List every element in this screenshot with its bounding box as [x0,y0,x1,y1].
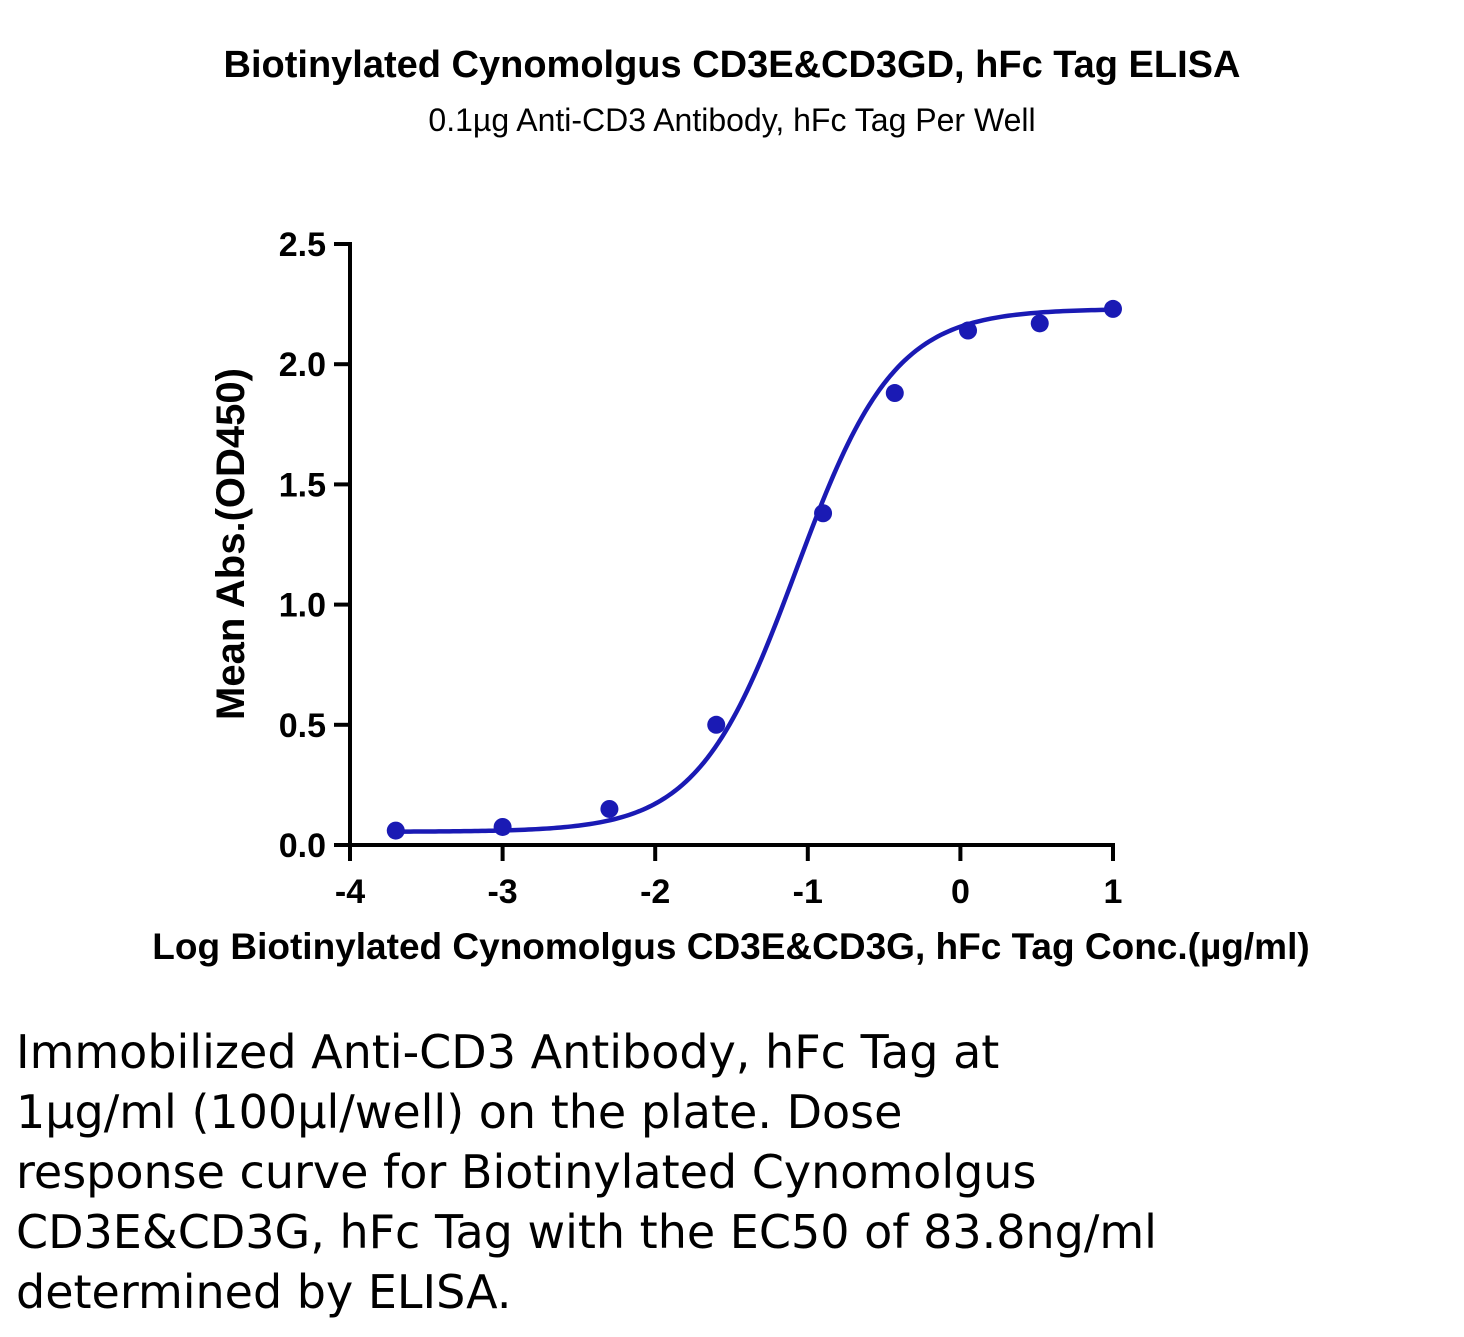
data-point [707,715,726,734]
figure-caption: Immobilized Anti-CD3 Antibody, hFc Tag a… [16,1022,1456,1322]
caption-line: 1µg/ml (100µl/well) on the plate. Dose [16,1085,903,1139]
data-point [814,504,833,523]
y-tick-label: 0.0 [279,827,326,865]
y-tick-label: 2.0 [279,346,326,384]
caption-line: response curve for Biotinylated Cynomolg… [16,1145,1037,1199]
chart-title: Biotinylated Cynomolgus CD3E&CD3GD, hFc … [223,44,1241,86]
fit-curve-layer [395,307,1114,834]
data-point [600,799,619,818]
data-point [1030,314,1049,333]
x-tick-label: 1 [1104,873,1123,911]
data-points-layer [386,299,1122,840]
data-point [885,384,904,403]
axes: 0.0 0.5 1.0 1.5 2.0 2.5 -4 -3 -2 -1 0 1 [279,226,1123,911]
data-point [1104,299,1122,318]
x-tick-label: -3 [487,873,517,911]
x-axis-label: Log Biotinylated Cynomolgus CD3E&CD3G, h… [152,926,1309,967]
y-tick-label: 1.0 [279,587,326,625]
y-axis-label: Mean Abs.(OD450) [209,368,253,720]
data-point [386,821,405,840]
y-tick-label: 1.5 [279,466,326,504]
caption-line: Immobilized Anti-CD3 Antibody, hFc Tag a… [16,1025,1000,1079]
caption-line: determined by ELISA. [16,1265,512,1319]
elisa-chart: 0.0 0.5 1.0 1.5 2.0 2.5 -4 -3 -2 -1 0 1 Mean Abs.(O… [152,226,1309,967]
x-tick-label: -1 [793,873,823,911]
x-tick-label: 0 [951,873,970,911]
chart-subtitle: 0.1µg Anti-CD3 Antibody, hFc Tag Per Wel… [428,102,1036,138]
x-tick-label: -4 [335,873,365,911]
caption-line: CD3E&CD3G, hFc Tag with the EC50 of 83.8… [16,1205,1157,1259]
y-tick-label: 0.5 [279,707,326,745]
x-tick-label: -2 [640,873,670,911]
fit-curve [395,307,1114,834]
data-point [959,321,978,340]
data-point [493,817,512,836]
y-tick-label: 2.5 [279,226,326,264]
